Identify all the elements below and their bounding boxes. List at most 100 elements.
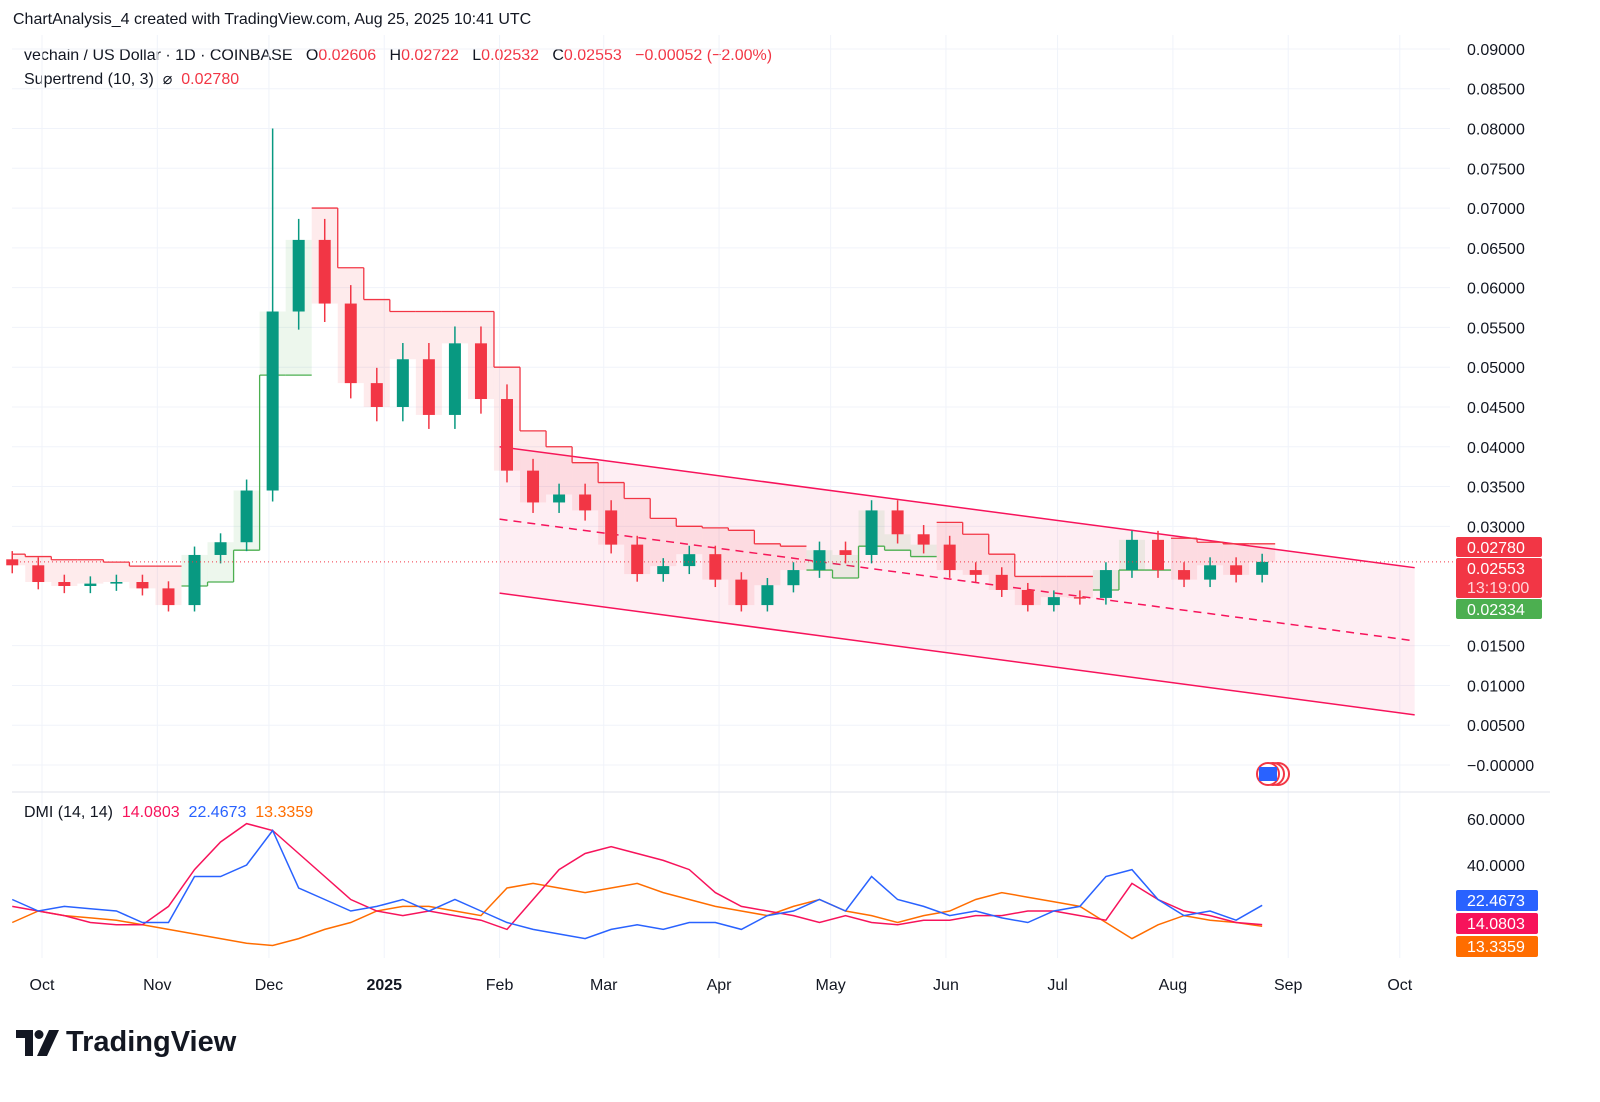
candle-body [292, 239, 305, 312]
channel-fill [499, 446, 1415, 715]
symbol-title: vechain / US Dollar · 1D · COINBASE [24, 47, 293, 64]
price-axis-label: 0.03500 [1467, 480, 1525, 497]
supertrend-fill [832, 554, 859, 579]
dmi-label: DMI (14, 14) [24, 804, 113, 821]
candle-body [683, 554, 696, 567]
plus-di-label-bg [1456, 890, 1538, 911]
price-axis-label: 0.06000 [1467, 281, 1525, 298]
candle-body [58, 582, 71, 586]
supertrend-fill [1040, 576, 1067, 598]
candle-body [266, 311, 279, 491]
price-axis-label: 0.08500 [1467, 82, 1525, 99]
candle-body [422, 359, 435, 415]
price-axis-label: 0.07500 [1467, 161, 1525, 178]
dmi-axis-label: 60.0000 [1467, 812, 1525, 829]
price-axis-label: 0.01000 [1467, 678, 1525, 695]
price-axis-label: 0.08000 [1467, 122, 1525, 139]
candle-body [162, 588, 175, 606]
candle-body [865, 510, 878, 555]
adx-label-bg [1456, 936, 1538, 957]
candle-body [631, 544, 644, 575]
candle-body [1125, 539, 1138, 571]
last-price-label-bg [1456, 558, 1542, 598]
open-label: O [305, 47, 319, 64]
symbol-legend[interactable]: vechain / US Dollar · 1D · COINBASE O0.0… [24, 47, 772, 65]
candle-body [553, 494, 566, 503]
candle-body [136, 582, 149, 589]
change-value: −0.00052 (−2.00%) [635, 47, 773, 64]
adx-line [11, 882, 1263, 947]
candle-body [501, 399, 513, 471]
candle-body [761, 585, 774, 606]
dmi-plus-value: 22.4673 [188, 804, 247, 821]
candle-body [839, 550, 852, 555]
high-value: 0.02722 [401, 47, 459, 64]
price-axis-label: 0.04000 [1467, 440, 1525, 457]
minus-di-label: 14.0803 [1467, 916, 1525, 933]
candle-body [943, 544, 956, 571]
time-axis-label: Oct [1387, 977, 1412, 994]
grid [12, 35, 1450, 958]
price-axis-label: 0.09000 [1467, 42, 1525, 59]
candle-body [1047, 597, 1060, 606]
logo-text: TradingView [66, 1026, 237, 1058]
supertrend-value: 0.02780 [181, 71, 240, 88]
time-axis-label: Dec [255, 977, 283, 994]
last-price-label-countdown: 13:19:00 [1467, 580, 1529, 597]
candle-body [1152, 539, 1164, 571]
close-value: 0.02553 [563, 47, 622, 64]
price-axis-label: 0.07000 [1467, 201, 1525, 218]
price-axis-label: 0.04500 [1467, 400, 1525, 417]
candle-body [448, 343, 461, 415]
open-value: 0.02606 [318, 47, 377, 64]
candle-body [240, 490, 253, 543]
candle-body [527, 470, 540, 503]
candle-body [1178, 570, 1191, 580]
flag-canton [1259, 767, 1277, 781]
tradingview-logo[interactable]: TradingView [16, 1026, 236, 1059]
low-value: 0.02532 [481, 47, 540, 64]
candle-body [188, 554, 201, 606]
low-label: L [472, 47, 482, 64]
price-axis-label: 0.06500 [1467, 241, 1525, 258]
candle-body [370, 383, 383, 407]
supertrend-price-label-bg [1456, 537, 1542, 557]
channel-upper-line [499, 446, 1415, 569]
time-axis-label: Jul [1047, 977, 1067, 994]
candle-body [891, 510, 904, 535]
candle-body [1256, 561, 1269, 575]
candle-body [1099, 570, 1112, 598]
chart-caption: ChartAnalysis_4 created with TradingView… [13, 11, 532, 28]
dmi-axis-label: 40.0000 [1467, 858, 1525, 875]
us-flag-events-icon [1256, 762, 1290, 786]
last-price-label: 0.02553 [1467, 561, 1525, 578]
candle-body [1204, 565, 1217, 580]
candle-body [605, 510, 618, 545]
supertrend-fill [103, 562, 130, 583]
candle-body [787, 570, 800, 586]
plus-di-line [11, 829, 1263, 940]
time-axis-label: Mar [590, 977, 618, 994]
time-axis-label: Feb [486, 977, 514, 994]
candle-body [917, 534, 930, 545]
price-axis-label: 0.01500 [1467, 639, 1525, 656]
dmi-minus-value: 14.0803 [121, 804, 180, 821]
candle-body [735, 579, 748, 606]
high-label: H [389, 47, 402, 64]
candle-body [110, 582, 123, 584]
candle-body [214, 542, 227, 555]
candle-body [709, 554, 722, 580]
dmi-legend[interactable]: DMI (14, 14) 14.0803 22.4673 13.3359 [24, 804, 313, 822]
candle-body [318, 239, 331, 304]
time-axis-label: Aug [1159, 977, 1187, 994]
hidden-eye-slash-icon[interactable]: ⌀ [162, 71, 173, 88]
time-axis-label: 2025 [366, 977, 402, 994]
supertrend-legend[interactable]: Supertrend (10, 3) ⌀ 0.02780 [24, 69, 239, 89]
candle-body [84, 583, 97, 586]
supertrend-fill [780, 546, 807, 571]
dmi-adx-value: 13.3359 [255, 804, 314, 821]
price-axis-label: 0.00500 [1467, 718, 1525, 735]
time-axis-label: Nov [143, 977, 171, 994]
candle-body [32, 565, 45, 583]
